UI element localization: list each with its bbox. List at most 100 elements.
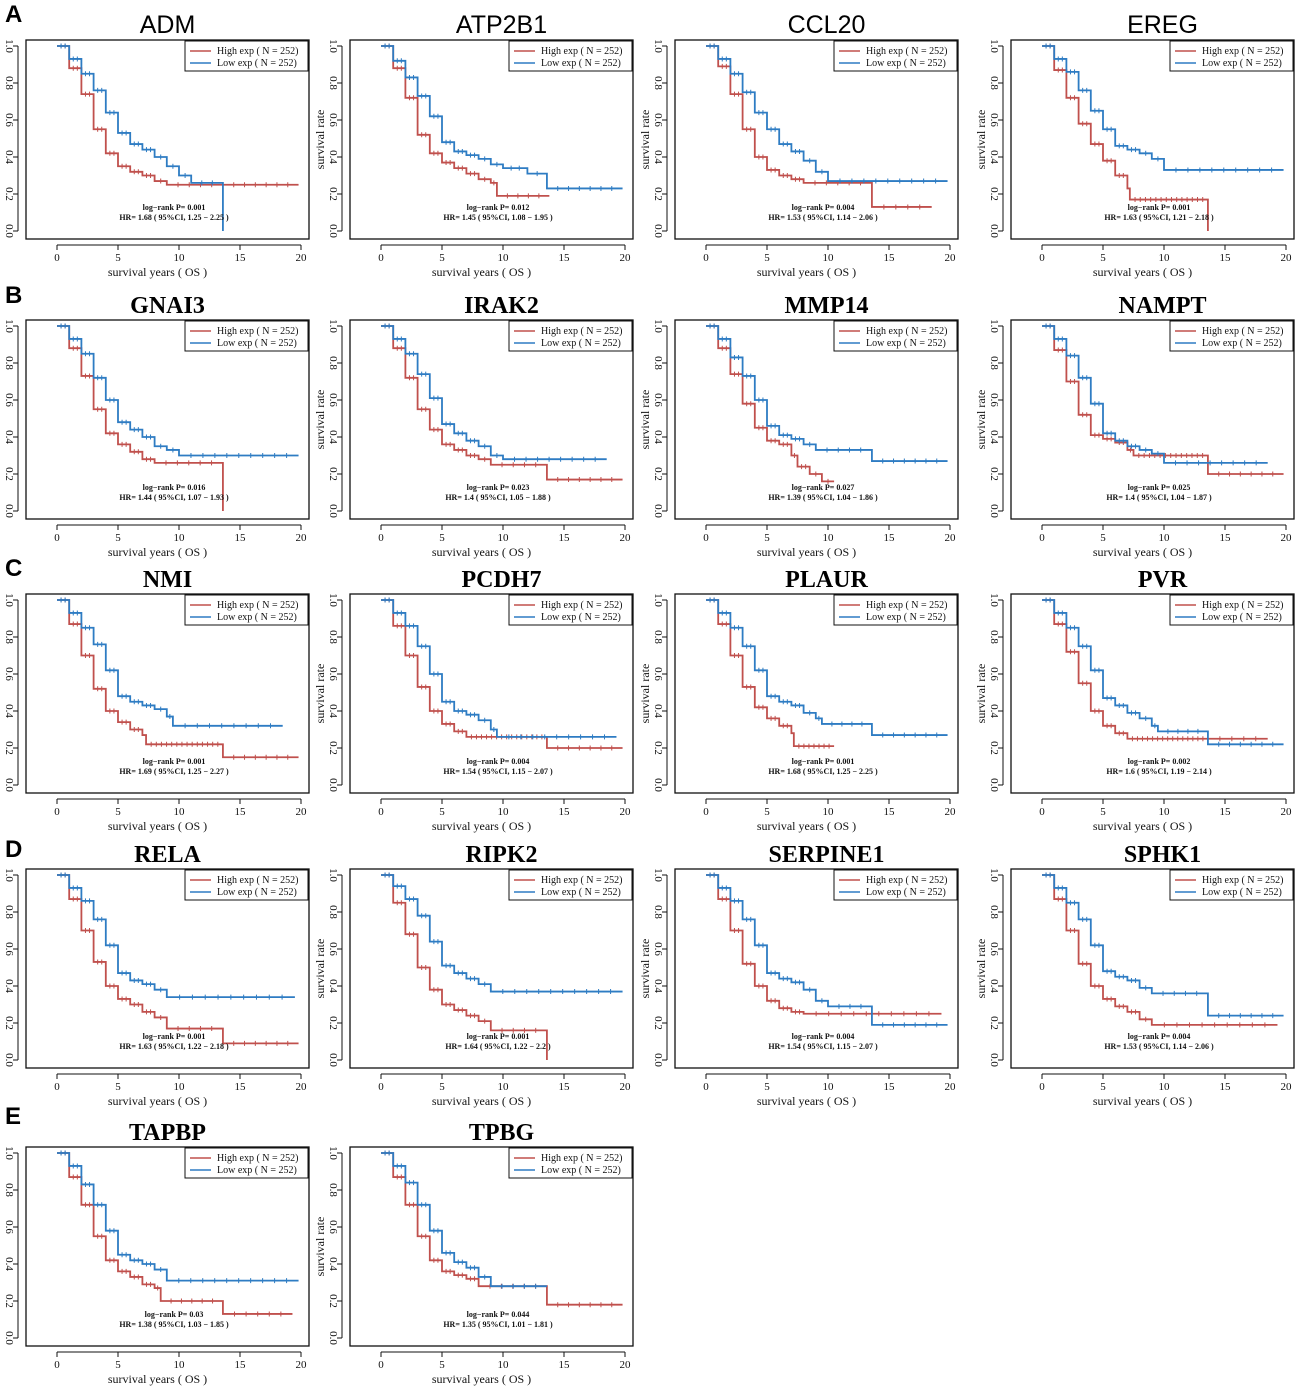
hazard-ratio: HR= 1.45 ( 95%CI, 1.08 − 1.95 ) (443, 213, 553, 222)
censor-mark (760, 704, 766, 710)
censor-mark (272, 453, 278, 458)
censor-mark (846, 447, 852, 453)
legend-low-label: Low exp ( N = 252) (217, 1165, 297, 1176)
x-tick-label: 0 (703, 806, 709, 818)
censor-mark (188, 453, 194, 458)
censor-mark (858, 447, 864, 453)
censor-mark (516, 165, 522, 171)
censor-mark (711, 597, 717, 603)
censor-mark (569, 456, 575, 462)
y-tick-label: 0.6 (652, 393, 664, 407)
censor-mark (748, 684, 754, 690)
y-tick-label: 0.6 (327, 113, 339, 127)
legend-low-label: Low exp ( N = 252) (541, 1165, 621, 1176)
censor-mark (609, 745, 615, 751)
censor-mark (1185, 728, 1191, 734)
censor-mark (274, 182, 280, 188)
x-tick-label: 10 (823, 532, 835, 544)
censor-mark (148, 1261, 154, 1267)
censor-mark (1174, 197, 1180, 203)
x-tick-label: 10 (823, 806, 835, 818)
y-tick-label: 0.0 (327, 504, 339, 518)
censor-mark (199, 741, 205, 747)
km-plot-plaur: PLAUR 0.0 0.2 0.4 0.6 0.8 1.0 survival rate 0 5 10… (638, 567, 959, 833)
y-tick-label: 0.6 (988, 393, 1000, 407)
plot-frame (25, 319, 310, 520)
censor-mark (255, 1311, 261, 1317)
censor-mark (1216, 471, 1222, 477)
censor-mark (197, 460, 203, 466)
y-tick-label: 1.0 (988, 593, 1000, 607)
x-tick-label: 15 (884, 532, 896, 544)
censor-mark (748, 373, 754, 379)
censor-mark (923, 732, 929, 738)
censor-mark (901, 1011, 907, 1017)
hazard-ratio: HR= 1.68 ( 95%CI, 1.25 − 2.25 ) (119, 213, 229, 222)
censor-mark (148, 702, 154, 708)
legend-box (833, 594, 958, 626)
censor-mark (849, 721, 855, 727)
censor-mark (279, 994, 285, 1000)
censor-mark (1200, 197, 1206, 203)
censor-mark (1155, 736, 1161, 742)
x-tick-label: 10 (1159, 252, 1171, 264)
censor-mark (177, 994, 183, 1000)
legend-high-label: High exp ( N = 252) (866, 46, 947, 57)
logrank-p-value: log−rank P= 0.004 (1128, 1032, 1191, 1041)
censor-mark (148, 741, 154, 747)
censor-mark (459, 728, 465, 734)
censor-mark (158, 154, 164, 160)
censor-mark (934, 732, 940, 738)
x-tick-label: 20 (945, 252, 957, 264)
censor-mark (236, 1278, 242, 1284)
censor-mark (819, 998, 825, 1004)
censor-mark (1059, 347, 1065, 353)
censor-mark (398, 623, 404, 629)
x-axis-label: survival years ( OS ) (108, 1094, 207, 1108)
censor-mark (398, 883, 404, 889)
censor-mark (135, 977, 141, 983)
y-tick-label: 0.2 (3, 1294, 15, 1308)
censor-mark (1182, 990, 1188, 996)
censor-mark (99, 126, 105, 132)
censor-mark (386, 1150, 392, 1156)
censor-mark (923, 458, 929, 464)
y-tick-label: 0.8 (988, 905, 1000, 919)
legend-high-label: High exp ( N = 252) (541, 1153, 622, 1164)
x-axis-label: survival years ( OS ) (1093, 1094, 1192, 1108)
legend-low-label: Low exp ( N = 252) (541, 338, 621, 349)
censor-mark (797, 979, 803, 985)
y-tick-label: 1.0 (988, 319, 1000, 333)
hazard-ratio: HR= 1.69 ( 95%CI, 1.25 − 2.27 ) (119, 767, 229, 776)
censor-mark (723, 345, 729, 351)
censor-mark (411, 653, 417, 658)
plot-title: ADM (140, 11, 196, 39)
x-tick-label: 10 (174, 252, 186, 264)
km-plot-ripk2: RIPK2 0.0 0.2 0.4 0.6 0.8 1.0 survival rate 0 5 10… (313, 842, 634, 1108)
censor-mark (891, 732, 897, 738)
censor-mark (268, 723, 273, 729)
censor-mark (189, 994, 195, 1000)
logrank-p-value: log−rank P= 0.023 (467, 483, 530, 492)
y-tick-label: 0.6 (327, 942, 339, 956)
censor-mark (435, 150, 441, 156)
censor-mark (1219, 460, 1225, 466)
censor-mark (1184, 460, 1190, 466)
censor-mark (608, 989, 614, 995)
censor-mark (210, 741, 216, 747)
x-tick-label: 20 (296, 532, 308, 544)
x-tick-label: 0 (703, 532, 709, 544)
km-plot-sphk1: SPHK1 0.0 0.2 0.4 0.6 0.8 1.0 survival rate 0 5 10… (974, 842, 1295, 1108)
censor-mark (74, 1163, 80, 1169)
censor-mark (858, 1003, 864, 1009)
x-tick-label: 20 (1281, 532, 1293, 544)
hazard-ratio: HR= 1.35 ( 95%CI, 1.01 − 1.81 ) (443, 1320, 553, 1329)
plot-title: CCL20 (788, 11, 866, 39)
legend-box (508, 594, 633, 626)
censor-mark (411, 375, 417, 381)
censor-mark (472, 152, 478, 158)
y-tick-label: 0.0 (3, 224, 15, 238)
censor-mark (285, 754, 291, 760)
hazard-ratio: HR= 1.53 ( 95%CI, 1.14 − 2.06 ) (768, 213, 878, 222)
